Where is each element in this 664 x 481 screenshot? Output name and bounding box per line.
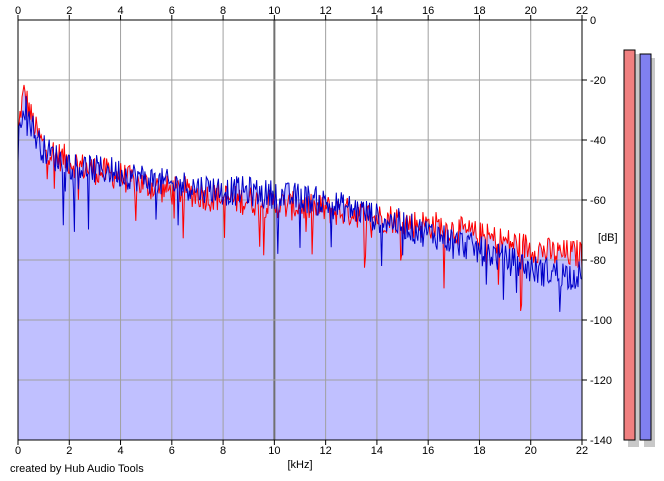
x-tick-label-bottom: 12	[320, 445, 332, 457]
x-tick-label-bottom: 14	[371, 445, 383, 457]
x-tick-label-top: 16	[422, 5, 434, 17]
x-tick-label-bottom: 20	[525, 445, 537, 457]
x-tick-label-top: 6	[169, 5, 175, 17]
x-tick-label-bottom: 6	[169, 445, 175, 457]
y-tick-label: -80	[590, 255, 606, 267]
series-line-right	[17, 96, 583, 312]
x-tick-label-top: 4	[117, 5, 123, 17]
meter-right-bar	[639, 53, 652, 441]
x-tick-label-bottom: 16	[422, 445, 434, 457]
x-tick-label-top: 0	[15, 5, 21, 17]
y-tick-label: -40	[590, 135, 606, 147]
x-tick-label-top: 8	[220, 5, 226, 17]
x-tick-label-bottom: 8	[220, 445, 226, 457]
x-tick-label-bottom: 2	[66, 445, 72, 457]
y-tick-label: -140	[590, 435, 612, 447]
y-tick-label: 0	[590, 15, 596, 27]
x-tick-label-bottom: 10	[268, 445, 280, 457]
x-tick-label-top: 20	[525, 5, 537, 17]
x-tick-label-top: 18	[473, 5, 485, 17]
y-axis-label: [dB]	[598, 232, 618, 244]
x-tick-label-bottom: 18	[473, 445, 485, 457]
spectrum-fill-area	[18, 84, 582, 441]
y-tick-label: -100	[590, 315, 612, 327]
x-tick-label-top: 10	[268, 5, 280, 17]
x-axis-label: [kHz]	[287, 459, 312, 471]
x-tick-label-bottom: 22	[576, 445, 588, 457]
x-tick-label-top: 2	[66, 5, 72, 17]
y-tick-label: -60	[590, 195, 606, 207]
x-tick-label-top: 12	[320, 5, 332, 17]
meter-left-bar	[623, 49, 636, 441]
y-tick-label: -20	[590, 75, 606, 87]
x-tick-label-top: 14	[371, 5, 383, 17]
credit-text: created by Hub Audio Tools	[10, 463, 144, 475]
x-tick-label-top: 22	[576, 5, 588, 17]
y-tick-label: -120	[590, 375, 612, 387]
x-tick-label-bottom: 0	[15, 445, 21, 457]
x-tick-label-bottom: 4	[117, 445, 123, 457]
